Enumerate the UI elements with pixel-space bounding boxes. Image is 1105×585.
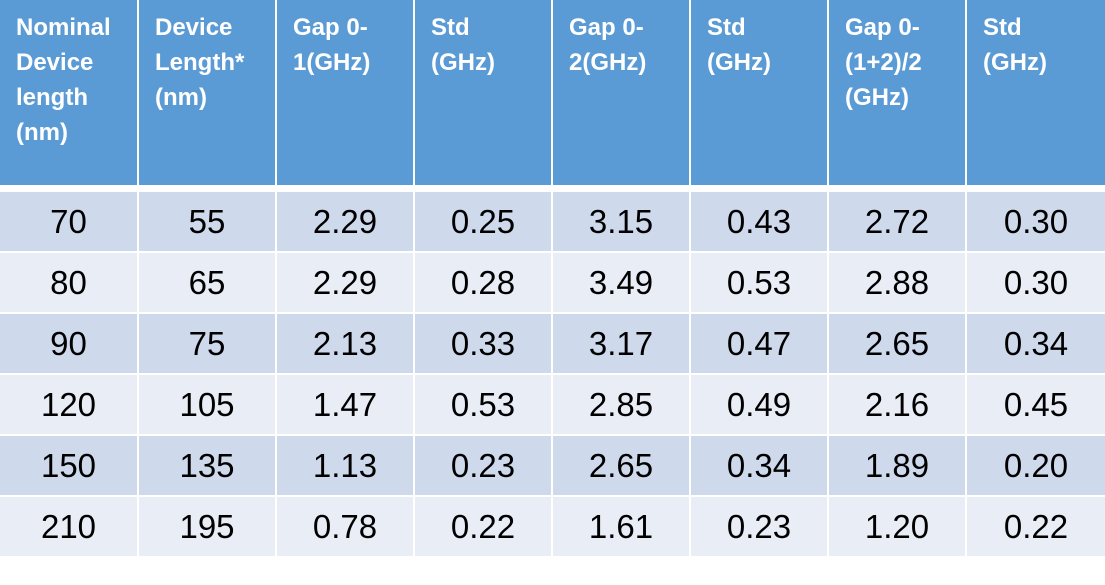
table-cell: 0.53 xyxy=(414,374,553,436)
table-header: Nominal Device length (nm) Device Length… xyxy=(0,0,1105,185)
table-cell: 105 xyxy=(138,374,277,436)
table-cell: 2.88 xyxy=(828,252,967,314)
table-cell: 2.72 xyxy=(828,191,967,253)
table-cell: 0.25 xyxy=(414,191,553,253)
table-cell: 1.61 xyxy=(552,496,691,558)
table-cell: 90 xyxy=(0,313,139,375)
table-cell: 2.29 xyxy=(276,191,415,253)
header-device-length: Device Length* (nm) xyxy=(138,0,277,185)
table-cell: 65 xyxy=(138,252,277,314)
table-cell: 0.49 xyxy=(690,374,829,436)
header-nominal-device-length: Nominal Device length (nm) xyxy=(0,0,139,185)
table-cell: 70 xyxy=(0,191,139,253)
table-cell: 0.53 xyxy=(690,252,829,314)
table-cell: 2.85 xyxy=(552,374,691,436)
table-cell: 1.89 xyxy=(828,435,967,497)
table-cell: 0.47 xyxy=(690,313,829,375)
table-row: 210 195 0.78 0.22 1.61 0.23 1.20 0.22 xyxy=(0,496,1105,558)
table-cell: 0.23 xyxy=(690,496,829,558)
gap-measurements-table: Nominal Device length (nm) Device Length… xyxy=(0,0,1105,558)
table-cell: 210 xyxy=(0,496,139,558)
table-cell: 0.22 xyxy=(414,496,553,558)
table-cell: 0.30 xyxy=(966,191,1105,253)
table-cell: 1.20 xyxy=(828,496,967,558)
table-cell: 135 xyxy=(138,435,277,497)
header-gap-0-avg: Gap 0- (1+2)/2 (GHz) xyxy=(828,0,967,185)
table-cell: 1.47 xyxy=(276,374,415,436)
table-cell: 150 xyxy=(0,435,139,497)
table-cell: 2.29 xyxy=(276,252,415,314)
table-cell: 0.43 xyxy=(690,191,829,253)
table-cell: 0.20 xyxy=(966,435,1105,497)
table-cell: 1.13 xyxy=(276,435,415,497)
table-cell: 0.45 xyxy=(966,374,1105,436)
table-cell: 3.49 xyxy=(552,252,691,314)
table-cell: 0.34 xyxy=(966,313,1105,375)
header-gap-0-1: Gap 0- 1(GHz) xyxy=(276,0,415,185)
table-cell: 0.33 xyxy=(414,313,553,375)
table-cell: 55 xyxy=(138,191,277,253)
table-cell: 2.65 xyxy=(552,435,691,497)
table-cell: 3.17 xyxy=(552,313,691,375)
table-cell: 120 xyxy=(0,374,139,436)
table-row: 150 135 1.13 0.23 2.65 0.34 1.89 0.20 xyxy=(0,435,1105,497)
table-cell: 0.78 xyxy=(276,496,415,558)
header-std-gap-0-1: Std (GHz) xyxy=(414,0,553,185)
table-cell: 195 xyxy=(138,496,277,558)
header-std-gap-0-avg: Std (GHz) xyxy=(966,0,1105,185)
table-cell: 0.23 xyxy=(414,435,553,497)
header-spacer xyxy=(0,185,1105,192)
table-cell: 0.30 xyxy=(966,252,1105,314)
table-row: 80 65 2.29 0.28 3.49 0.53 2.88 0.30 xyxy=(0,252,1105,314)
header-row: Nominal Device length (nm) Device Length… xyxy=(0,0,1105,185)
table-cell: 0.22 xyxy=(966,496,1105,558)
table-cell: 80 xyxy=(0,252,139,314)
table-row: 70 55 2.29 0.25 3.15 0.43 2.72 0.30 xyxy=(0,191,1105,253)
header-gap-0-2: Gap 0- 2(GHz) xyxy=(552,0,691,185)
spacer-cell xyxy=(0,185,1105,192)
table-cell: 3.15 xyxy=(552,191,691,253)
table-cell: 0.28 xyxy=(414,252,553,314)
header-std-gap-0-2: Std (GHz) xyxy=(690,0,829,185)
table-row: 90 75 2.13 0.33 3.17 0.47 2.65 0.34 xyxy=(0,313,1105,375)
table-cell: 2.16 xyxy=(828,374,967,436)
table-cell: 2.65 xyxy=(828,313,967,375)
table-row: 120 105 1.47 0.53 2.85 0.49 2.16 0.45 xyxy=(0,374,1105,436)
table-cell: 75 xyxy=(138,313,277,375)
table-body: 70 55 2.29 0.25 3.15 0.43 2.72 0.30 80 6… xyxy=(0,185,1105,558)
table-cell: 2.13 xyxy=(276,313,415,375)
table-cell: 0.34 xyxy=(690,435,829,497)
